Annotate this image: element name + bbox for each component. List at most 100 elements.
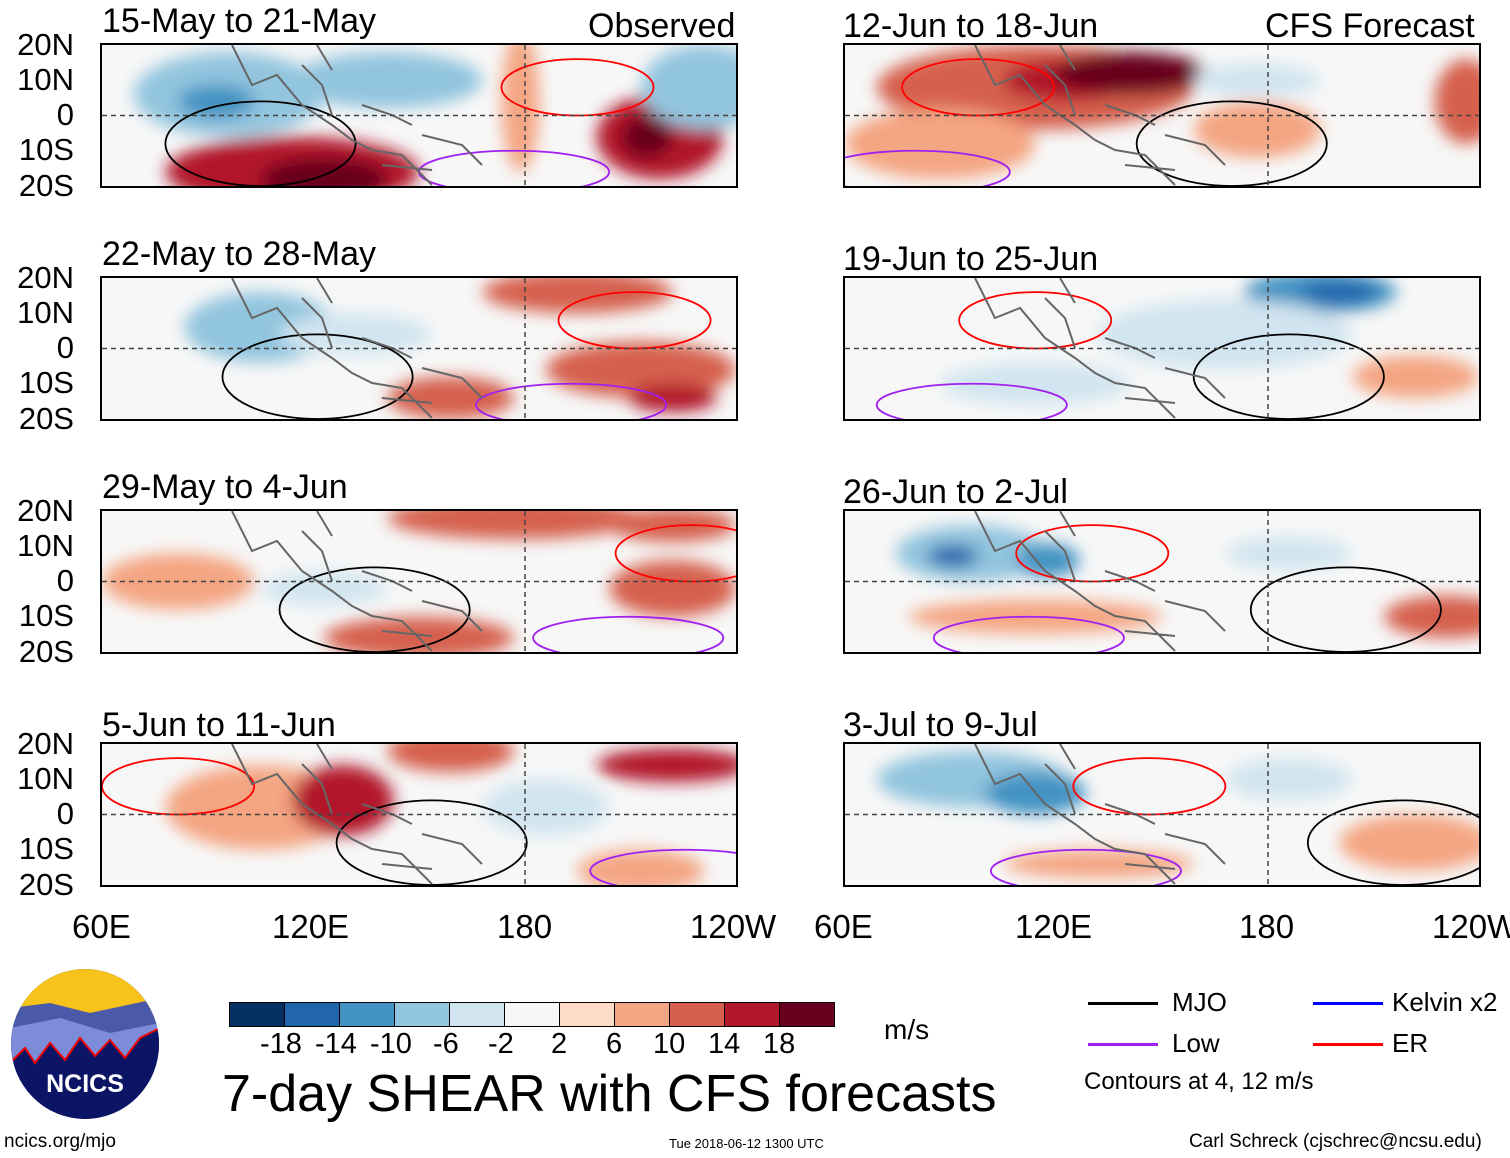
shear-anomaly-blob	[927, 544, 979, 568]
map-panel	[843, 742, 1481, 887]
panel-title: 19-Jun to 25-Jun	[843, 240, 1099, 278]
lat-tick: 20S	[18, 867, 74, 902]
lat-tick: 10S	[18, 598, 74, 633]
shear-anomaly-blob	[387, 376, 515, 419]
shear-anomaly-blob	[292, 765, 394, 836]
panel-title: 15-May to 21-May	[102, 2, 376, 40]
shear-anomaly-blob	[178, 84, 255, 119]
colorbar-swatch	[230, 1003, 285, 1026]
colorbar-swatch	[395, 1003, 450, 1026]
colorbar-swatch	[285, 1003, 340, 1026]
colorbar-tick-label: 6	[606, 1028, 623, 1060]
colorbar	[229, 1002, 835, 1027]
shear-anomaly-blob	[1225, 758, 1353, 801]
wave-contour	[589, 848, 736, 885]
shear-anomaly-blob	[1054, 52, 1207, 95]
legend-label: MJO	[1172, 987, 1227, 1017]
lat-tick: 20N	[17, 27, 74, 62]
map-panel	[843, 43, 1481, 188]
shear-anomaly-blob	[621, 115, 673, 158]
wave-contour	[500, 58, 655, 117]
wave-contour	[532, 615, 725, 652]
shear-anomaly-blob	[1352, 355, 1479, 398]
shear-anomaly-blob	[940, 362, 1131, 405]
lon-tick: 120W	[690, 908, 777, 945]
shear-anomaly-blob	[1301, 280, 1378, 304]
legend-line-er	[1313, 1043, 1383, 1046]
lat-tick: 10N	[17, 295, 74, 330]
logo-text: NCICS	[46, 1070, 124, 1098]
footer-author: Carl Schreck (cjschrec@ncsu.edu)	[1189, 1131, 1482, 1152]
units-label: m/s	[884, 1014, 930, 1045]
lat-tick: 10S	[18, 132, 74, 167]
legend-label: Low	[1172, 1028, 1220, 1058]
shear-anomaly-blob	[1339, 814, 1479, 871]
colorbar-tick-label: -14	[315, 1028, 357, 1060]
shear-anomaly-blob	[387, 744, 515, 773]
lat-tick: 10S	[18, 831, 74, 866]
panel-title: 26-Jun to 2-Jul	[843, 473, 1068, 511]
shear-anomaly-blob	[260, 157, 388, 186]
wave-contour	[845, 149, 1011, 186]
colorbar-tick-label: -10	[370, 1028, 412, 1060]
wave-contour	[932, 615, 1125, 652]
shear-anomaly-blob	[628, 383, 717, 412]
wave-contour	[475, 382, 668, 419]
lat-tick: 20S	[18, 634, 74, 669]
panel-title: 29-May to 4-Jun	[102, 468, 348, 506]
shear-anomaly-blob	[1098, 299, 1353, 370]
shear-anomaly-blob	[1383, 595, 1479, 638]
lat-tick: 10N	[17, 62, 74, 97]
colorbar-tick-label: -6	[433, 1028, 459, 1060]
map-panel	[100, 43, 738, 188]
legend-label: Kelvin x2	[1392, 987, 1498, 1017]
footer-timestamp: Tue 2018-06-12 1300 UTC	[669, 1136, 824, 1151]
shear-anomaly-blob	[260, 571, 388, 606]
lat-tick: 20S	[18, 168, 74, 203]
lat-tick: 20S	[18, 401, 74, 436]
lat-tick: 0	[56, 330, 74, 365]
wave-contour	[901, 58, 1056, 117]
colorbar-tick-label: 18	[763, 1028, 796, 1060]
colorbar-tick-label: 2	[551, 1028, 568, 1060]
map-panel	[100, 509, 738, 654]
colorbar-swatch	[615, 1003, 670, 1026]
wave-contour	[875, 382, 1068, 419]
wave-contour	[958, 291, 1113, 350]
shear-anomaly-blob	[596, 748, 736, 783]
lat-tick: 0	[56, 97, 74, 132]
lon-tick: 120W	[1432, 908, 1510, 945]
colorbar-tick-label: 14	[708, 1028, 741, 1060]
lon-tick: 120E	[272, 908, 350, 945]
contour-note: Contours at 4, 12 m/s	[1084, 1068, 1314, 1095]
shear-anomaly-blob	[1225, 536, 1353, 571]
shear-anomaly-blob	[482, 278, 673, 314]
lat-tick: 20N	[17, 260, 74, 295]
shear-anomaly-blob	[1434, 59, 1479, 144]
colorbar-tick-label: 10	[653, 1028, 686, 1060]
legend-line-mjo	[1088, 1002, 1158, 1005]
footer-url: ncics.org/mjo	[4, 1131, 116, 1152]
shear-anomaly-blob	[845, 108, 1036, 179]
lon-tick: 180	[497, 908, 553, 945]
colorbar-swatch	[450, 1003, 505, 1026]
panel-title: 12-Jun to 18-Jun	[843, 7, 1099, 45]
shear-anomaly-blob	[279, 313, 432, 356]
shear-anomaly-blob	[1193, 63, 1321, 98]
lat-tick: 0	[56, 563, 74, 598]
lat-tick: 10S	[18, 365, 74, 400]
lat-tick: 20N	[17, 493, 74, 528]
map-panel	[100, 742, 738, 887]
wave-contour	[989, 848, 1182, 885]
lat-tick: 10N	[17, 528, 74, 563]
lon-tick: 60E	[72, 908, 131, 945]
legend-line-kelvin	[1313, 1002, 1383, 1005]
lon-tick: 60E	[814, 908, 873, 945]
colorbar-tick-label: -2	[488, 1028, 514, 1060]
shear-anomaly-blob	[640, 45, 736, 130]
figure-title: 7-day SHEAR with CFS forecasts	[222, 1065, 997, 1123]
shear-anomaly-blob	[1016, 543, 1080, 578]
shear-anomaly-blob	[292, 52, 483, 109]
shear-anomaly-blob	[501, 45, 540, 172]
